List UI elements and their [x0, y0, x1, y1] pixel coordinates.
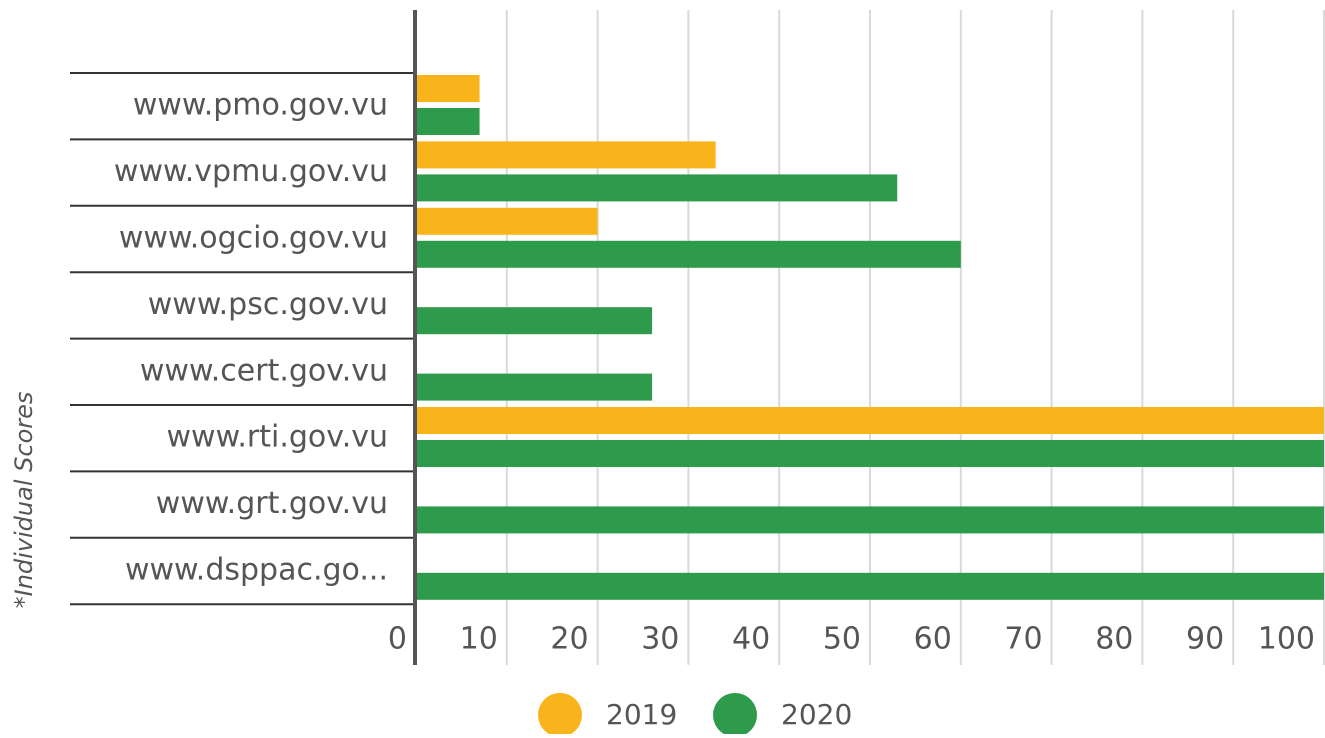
x-tick-label: 0 — [388, 622, 407, 657]
legend-swatch — [713, 693, 757, 737]
axis-label: *Individual Scores — [10, 392, 38, 609]
bar — [416, 174, 898, 202]
bar — [416, 572, 1324, 600]
x-tick-label: 60 — [914, 622, 952, 657]
bar — [416, 240, 961, 268]
legend-swatch — [538, 693, 582, 737]
x-tick-label: 90 — [1186, 622, 1224, 657]
x-tick-label: 100 — [1258, 622, 1315, 657]
bar — [416, 373, 653, 401]
y-tick-label: www.pmo.gov.vu — [133, 88, 388, 123]
x-tick-label: 50 — [823, 622, 861, 657]
x-tick-label: 70 — [1004, 622, 1042, 657]
y-tick-label: www.dsppac.go... — [125, 553, 388, 588]
y-tick-label: www.ogcio.gov.vu — [119, 221, 388, 256]
x-tick-label: 30 — [641, 622, 679, 657]
legend-label: 2019 — [606, 698, 677, 731]
x-tick-label: 20 — [550, 622, 588, 657]
bar — [416, 407, 1324, 434]
bar — [416, 440, 1324, 467]
y-tick-label: www.cert.gov.vu — [140, 353, 388, 388]
y-tick-label: www.rti.gov.vu — [167, 420, 388, 455]
x-tick-label: 40 — [732, 622, 770, 657]
x-tick-label: 10 — [460, 622, 498, 657]
y-tick-label: www.vpmu.gov.vu — [114, 154, 388, 189]
bar — [416, 307, 653, 335]
bar — [416, 108, 480, 135]
legend-label: 2020 — [781, 698, 852, 731]
y-tick-label: www.psc.gov.vu — [148, 287, 388, 322]
x-tick-label: 80 — [1095, 622, 1133, 657]
bar — [416, 141, 716, 169]
bar — [416, 75, 480, 102]
y-tick-label: www.grt.gov.vu — [156, 486, 388, 521]
bar — [416, 506, 1324, 534]
bar — [416, 207, 598, 235]
